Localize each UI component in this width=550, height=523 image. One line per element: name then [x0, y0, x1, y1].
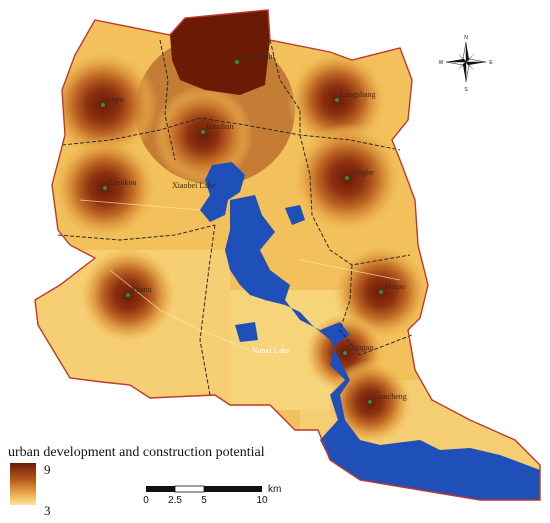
legend: urban development and construction poten… [8, 445, 265, 518]
place-dongan: Dongan [342, 343, 373, 356]
compass-n: N [464, 35, 468, 41]
place-label-dongan: Dongan [348, 343, 373, 352]
pond-3 [320, 322, 350, 345]
legend-min: 3 [44, 503, 51, 518]
scale-label-0: 0 [143, 495, 149, 506]
place-longshang: Longshang [334, 90, 376, 103]
place-dot-maipo [378, 289, 384, 295]
place-dot-ninghe [344, 175, 350, 181]
scale-bar: 0 2.5 5 10 km [143, 484, 281, 506]
place-dot-longshang [334, 97, 340, 103]
place-zhenkou: Zhenkou [102, 178, 136, 191]
place-label-anpu: Anpu [106, 95, 124, 104]
place-label-yuanu: Yuanu [131, 285, 151, 294]
place-banshan: Banshan [200, 122, 234, 135]
xiaobei-lake-shape [200, 162, 245, 222]
place-yuanu: Yuanu [125, 285, 151, 298]
scale-unit: km [268, 484, 281, 495]
compass-e: E [489, 60, 493, 66]
lake-labels: Xiaobei Lake Nanxi Lake [172, 181, 290, 355]
place-label-maipo: Maipo [384, 282, 405, 291]
place-dot-anpu [100, 102, 106, 108]
place-ninghe: Ninghe [344, 168, 374, 181]
place-label-banshan: Banshan [206, 122, 234, 131]
place-maipo: Maipo [378, 282, 405, 295]
pond-1 [285, 205, 305, 225]
lake-label-nanwan: Nanxi Lake [252, 346, 290, 355]
place-dot-zhenkou [102, 185, 108, 191]
place-dot-qunyan [234, 59, 240, 65]
pond-2 [235, 322, 258, 342]
legend-max: 9 [44, 462, 51, 477]
place-dot-yuanu [125, 292, 131, 298]
scale-label-5: 5 [201, 495, 207, 506]
place-markers: Qunyanshi Anpu Longshang Banshan Zhenkou Ning… [100, 52, 407, 405]
legend-title: urban development and construction poten… [8, 445, 265, 460]
place-liancheng: Liancheng [367, 392, 407, 405]
place-dot-dongan [342, 350, 348, 356]
place-dot-banshan [200, 129, 206, 135]
district-boundaries [57, 39, 413, 396]
compass-s: S [464, 87, 468, 93]
scale-label-2-5: 2.5 [168, 495, 182, 506]
place-label-longshang: Longshang [340, 90, 376, 99]
compass-rose-icon: N S E W [439, 35, 494, 93]
nanxi-lake-shape [225, 195, 540, 500]
roads [79, 199, 401, 351]
place-qunyan: Qunyanshi [234, 52, 275, 65]
place-anpu: Anpu [100, 95, 124, 108]
place-label-zhenkou: Zhenkou [108, 178, 136, 187]
water-bodies [200, 162, 540, 500]
place-dot-liancheng [367, 399, 373, 405]
legend-color-ramp [10, 463, 36, 505]
compass-w: W [439, 60, 444, 66]
place-label-ninghe: Ninghe [350, 168, 374, 177]
place-label-liancheng: Liancheng [373, 392, 407, 401]
lake-label-xiaobei: Xiaobei Lake [172, 181, 216, 190]
place-label-qunyan: Qunyanshi [240, 52, 275, 61]
scale-label-10: 10 [256, 495, 268, 506]
